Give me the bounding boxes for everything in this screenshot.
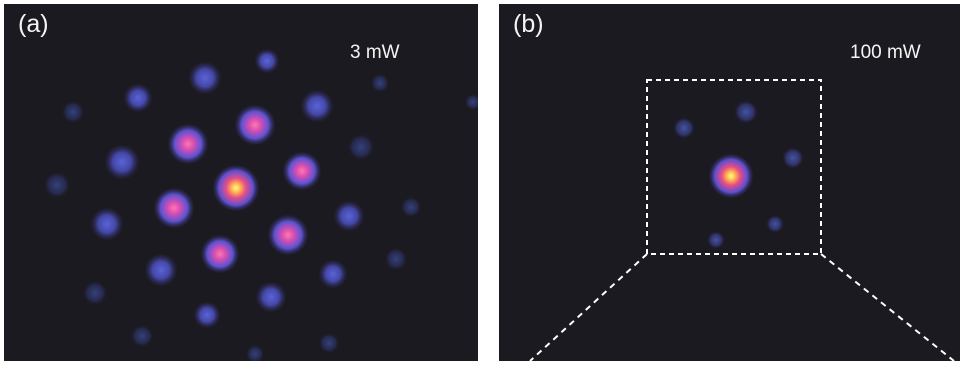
faint-spot [465, 94, 478, 110]
spot [334, 201, 364, 231]
faint-spot [385, 248, 407, 270]
spot [189, 62, 221, 94]
faint-spot [371, 74, 389, 92]
center-spot [213, 165, 259, 211]
spot [145, 254, 177, 286]
faint-spot [401, 197, 421, 217]
spot [283, 152, 321, 190]
spot [124, 84, 152, 112]
power-label-a: 3 mW [350, 42, 400, 63]
spot [782, 147, 804, 169]
spot [105, 145, 139, 179]
beam-pattern-image-b [529, 79, 955, 361]
spot [255, 49, 279, 73]
beam-pattern-image-a [44, 49, 478, 361]
spot [235, 105, 275, 145]
spot [319, 260, 347, 288]
spot [168, 124, 208, 164]
faint-spot [44, 172, 70, 198]
spot [301, 90, 333, 122]
zoom-line-right [820, 253, 955, 361]
power-label-b: 100 mW [850, 42, 921, 63]
zoom-line-left [529, 253, 648, 361]
panel-label-b: (b) [513, 10, 544, 38]
faint-spot [319, 333, 339, 353]
faint-spot [246, 345, 264, 361]
spot [673, 117, 695, 139]
spot [707, 231, 725, 249]
spot [766, 215, 784, 233]
spot [268, 215, 308, 255]
zoom-box [646, 79, 822, 255]
spot [194, 302, 220, 328]
faint-spot [131, 325, 153, 347]
panel-label-a: (a) [18, 10, 49, 38]
faint-spot [62, 101, 84, 123]
faint-spot [348, 134, 374, 160]
spot [256, 282, 286, 312]
faint-spot [83, 281, 107, 305]
spot [201, 235, 239, 273]
spot [734, 100, 758, 124]
spot [154, 188, 194, 228]
spot [91, 208, 123, 240]
panel-b: (b) 100 mW [499, 4, 960, 361]
center-spot [709, 154, 753, 198]
panel-a: (a) 3 mW [4, 4, 478, 361]
